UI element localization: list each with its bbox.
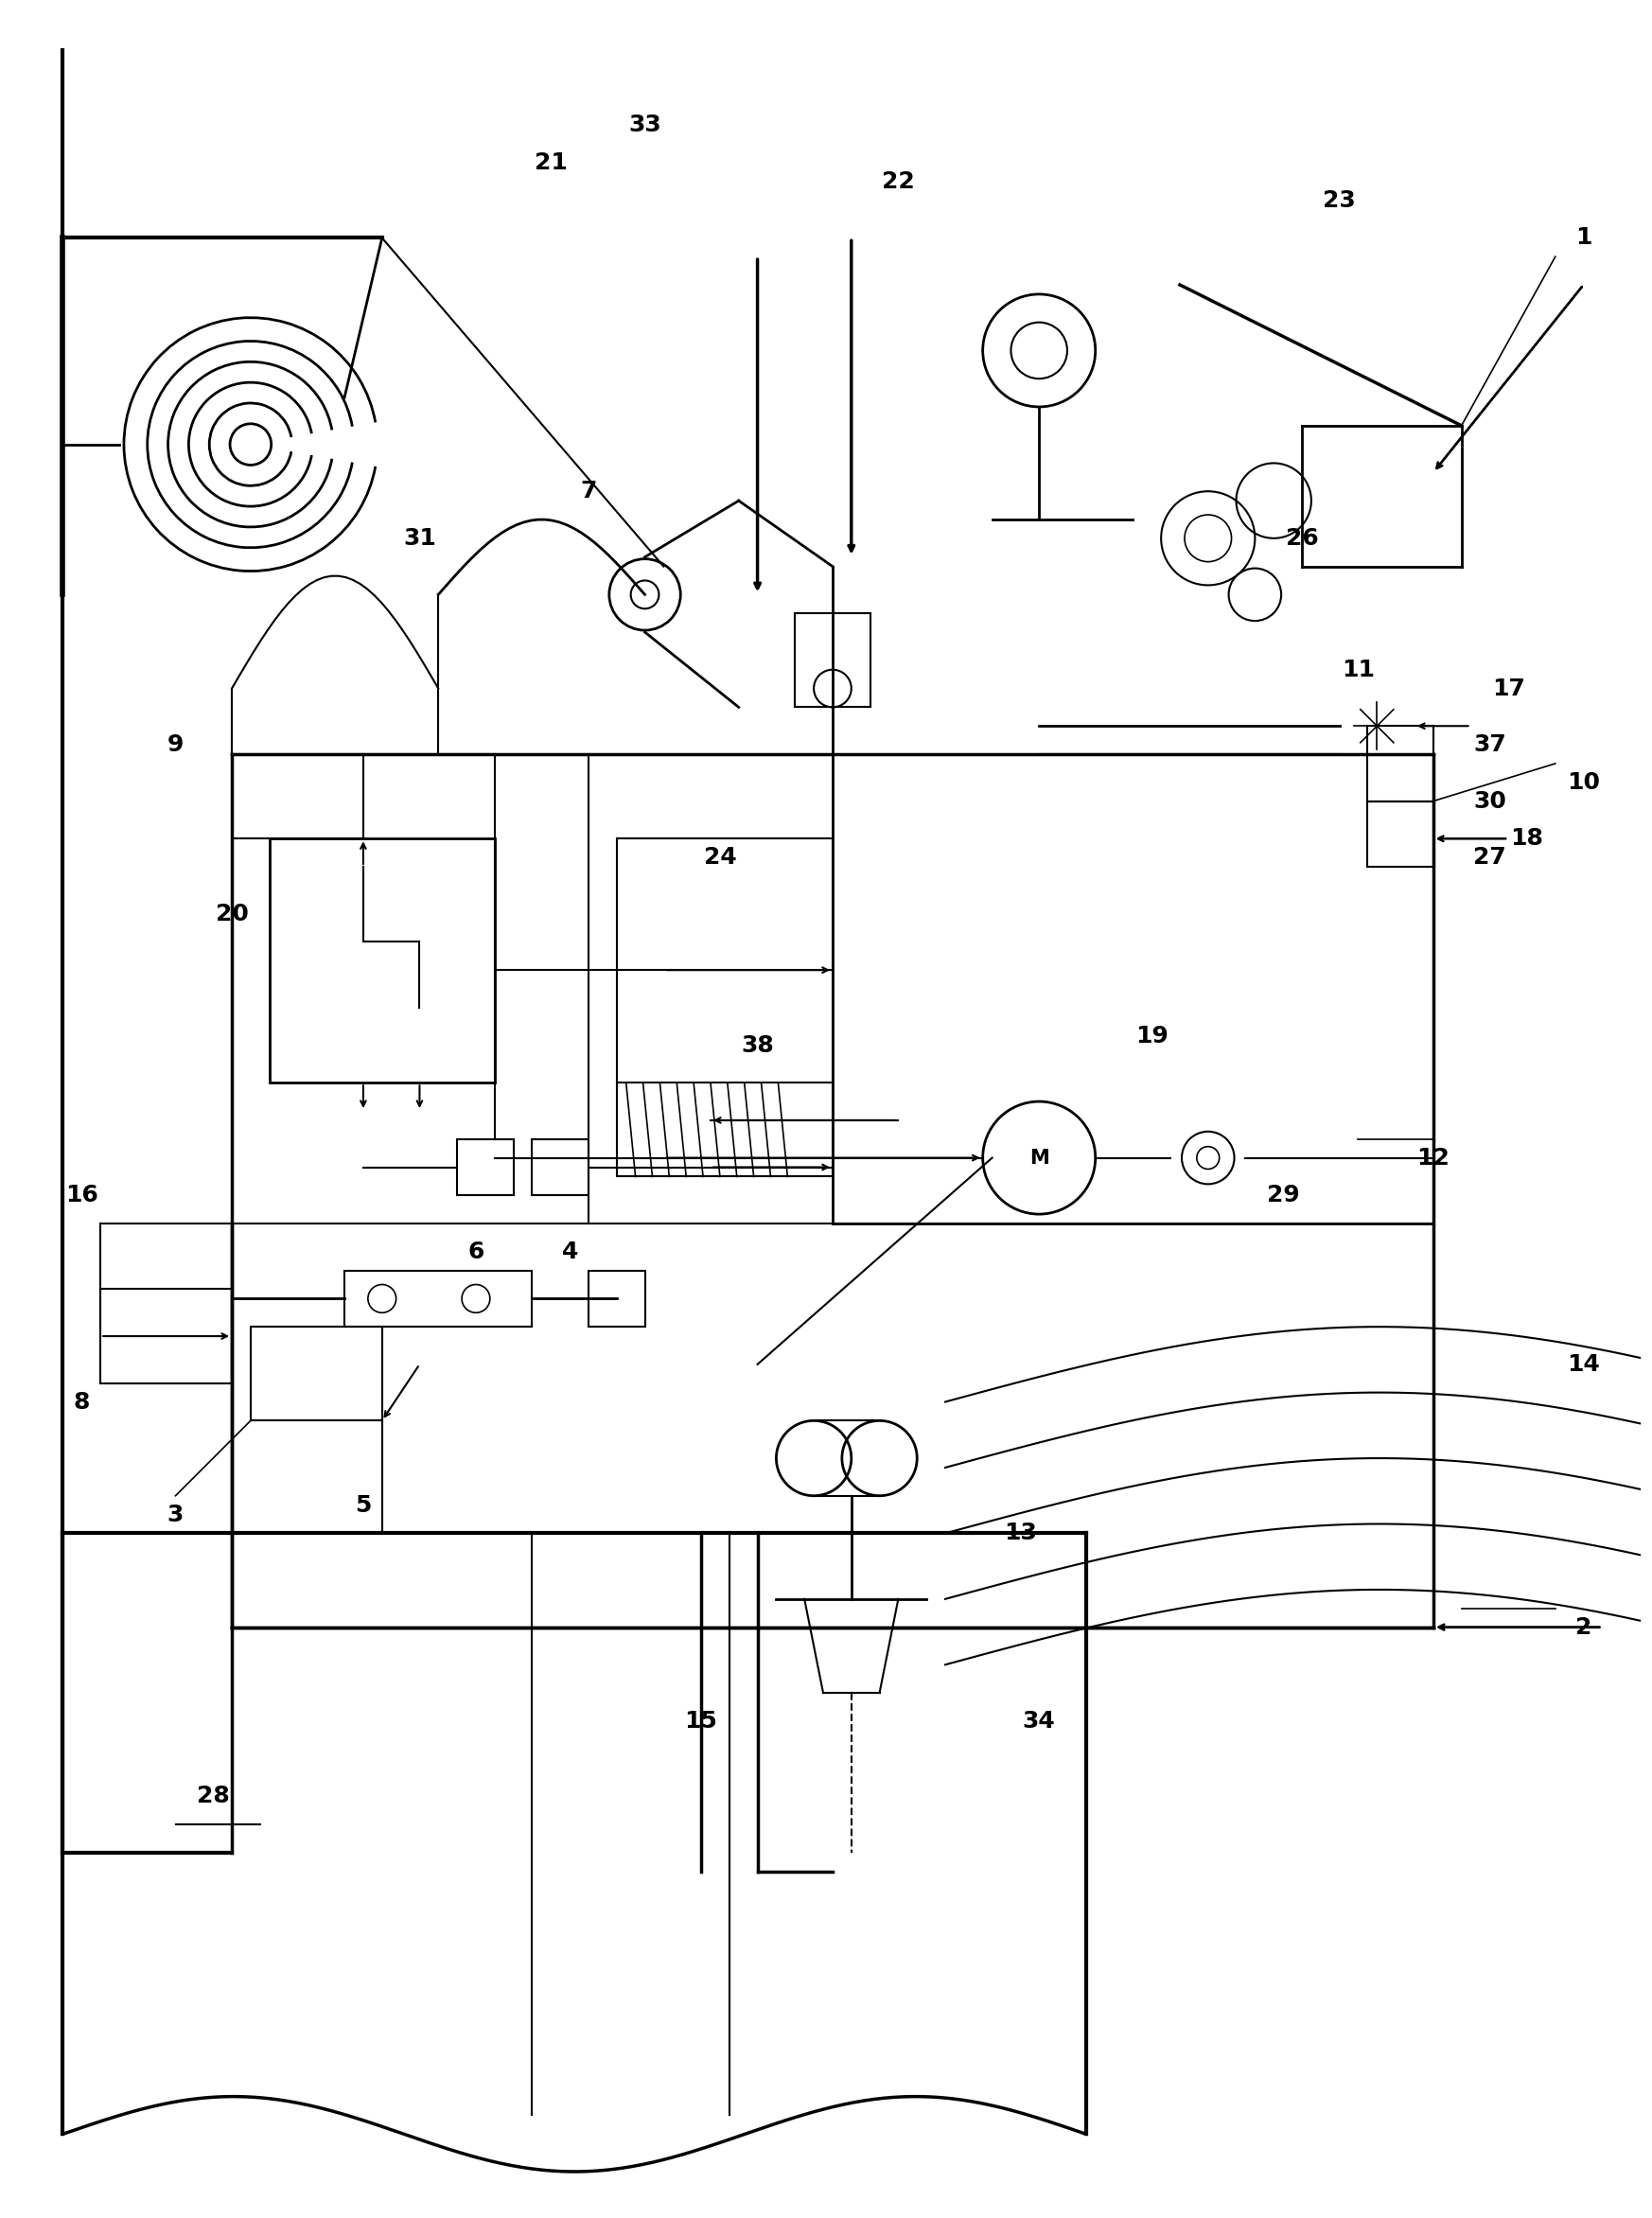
Text: 1: 1 — [1576, 226, 1593, 248]
Bar — [1368, 801, 1434, 867]
Bar — [269, 838, 494, 1082]
Bar — [251, 1326, 382, 1422]
Text: 26: 26 — [1285, 528, 1318, 550]
Text: 21: 21 — [535, 151, 568, 175]
Text: 27: 27 — [1474, 845, 1507, 869]
Text: 2: 2 — [1576, 1617, 1591, 1639]
Bar — [458, 1140, 514, 1196]
Text: 16: 16 — [64, 1184, 97, 1207]
Text: 17: 17 — [1492, 676, 1525, 701]
Text: 13: 13 — [1004, 1522, 1037, 1544]
Text: 20: 20 — [215, 903, 248, 925]
Bar — [795, 614, 871, 708]
Text: 33: 33 — [628, 113, 661, 138]
Text: 9: 9 — [167, 734, 183, 756]
Text: 18: 18 — [1510, 827, 1543, 849]
Text: 7: 7 — [580, 479, 596, 503]
Bar — [345, 1271, 532, 1326]
Text: 31: 31 — [403, 528, 436, 550]
Text: M: M — [1029, 1149, 1049, 1167]
Bar — [532, 1140, 588, 1196]
Text: 19: 19 — [1135, 1025, 1168, 1047]
Circle shape — [230, 424, 271, 466]
Text: 5: 5 — [355, 1493, 372, 1517]
Bar — [101, 1289, 231, 1384]
Text: 14: 14 — [1568, 1353, 1601, 1375]
Text: 34: 34 — [1023, 1710, 1056, 1732]
Text: 15: 15 — [684, 1710, 717, 1732]
Text: 24: 24 — [704, 845, 737, 869]
Text: 8: 8 — [73, 1391, 89, 1413]
Text: 3: 3 — [167, 1504, 183, 1526]
Text: 12: 12 — [1417, 1147, 1450, 1169]
Bar — [1368, 725, 1434, 801]
Text: 38: 38 — [742, 1034, 773, 1056]
Text: 10: 10 — [1566, 772, 1601, 794]
Text: 30: 30 — [1474, 790, 1507, 812]
Text: 29: 29 — [1267, 1184, 1300, 1207]
Bar — [588, 1271, 644, 1326]
Text: 23: 23 — [1323, 189, 1356, 211]
Text: 6: 6 — [468, 1240, 484, 1262]
Text: 37: 37 — [1474, 734, 1507, 756]
Text: 28: 28 — [197, 1785, 230, 1808]
Bar — [616, 838, 833, 1176]
Text: 22: 22 — [882, 171, 915, 193]
Text: 11: 11 — [1341, 659, 1374, 681]
Text: 4: 4 — [562, 1240, 578, 1262]
